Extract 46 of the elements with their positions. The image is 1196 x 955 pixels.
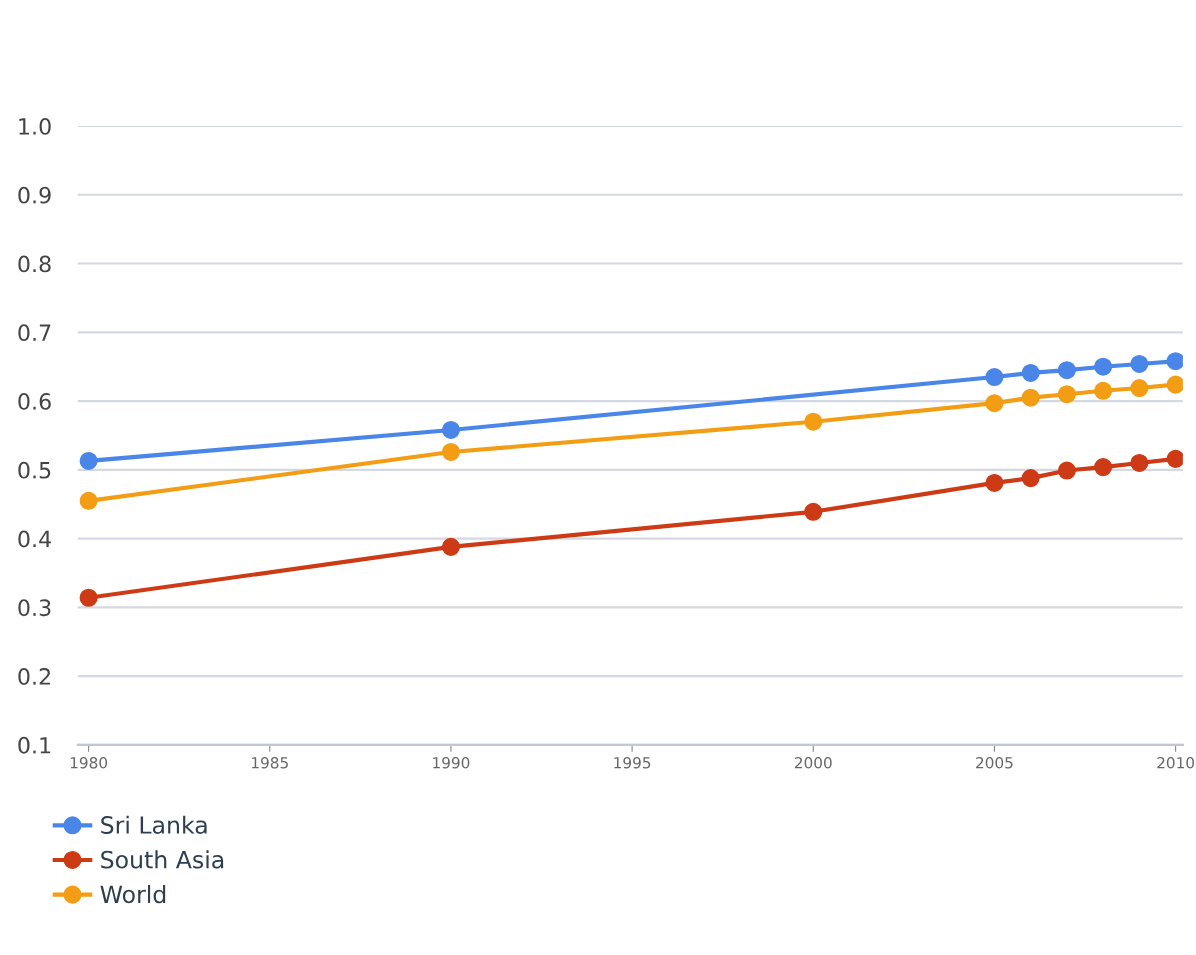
y-tick-label: 0.7 [18,324,51,342]
point [1130,354,1149,373]
y-tick-label: 0.5 [18,461,51,479]
legend-label: World [100,884,166,904]
point [1166,375,1183,394]
point [1166,449,1183,468]
x-tick-label: 1980 [70,756,108,769]
y-tick-label: 0.8 [18,255,51,273]
point [1094,458,1113,477]
point [1057,385,1076,404]
point [1057,461,1076,480]
point [1021,469,1040,488]
point [985,394,1004,413]
x-tick-label: 1985 [252,756,288,769]
y-tick-label: 1.0 [19,118,51,135]
point [1166,352,1183,371]
point [985,368,1004,387]
point [1094,357,1113,376]
point [1021,388,1040,407]
x-tick-label: 1995 [614,756,651,769]
x-tick-label: 2005 [976,756,1013,769]
point [1130,379,1149,398]
point [804,502,823,521]
legend-label: Sri Lanka [101,815,207,834]
point [1021,363,1040,382]
point [441,420,460,440]
y-tick-label: 0.1 [18,736,51,754]
point [441,442,460,462]
y-tick-label: 0.6 [18,393,51,410]
y-tick-label: 0.2 [18,668,50,685]
x-tick-label: 2000 [794,756,832,769]
y-tick-label: 0.9 [18,186,51,204]
point [1130,453,1149,473]
x-tick-label: 1990 [433,756,470,769]
x-tick-label: 2010 [1157,756,1195,769]
point [441,537,460,556]
legend-label: South Asia [101,850,224,869]
point [79,588,98,607]
point [985,473,1004,492]
point [79,491,98,510]
point [1094,381,1113,400]
y-tick-label: 0.3 [18,599,51,617]
point [1057,361,1076,380]
point [804,412,823,431]
point [79,451,98,470]
y-tick-label: 0.4 [18,530,51,548]
